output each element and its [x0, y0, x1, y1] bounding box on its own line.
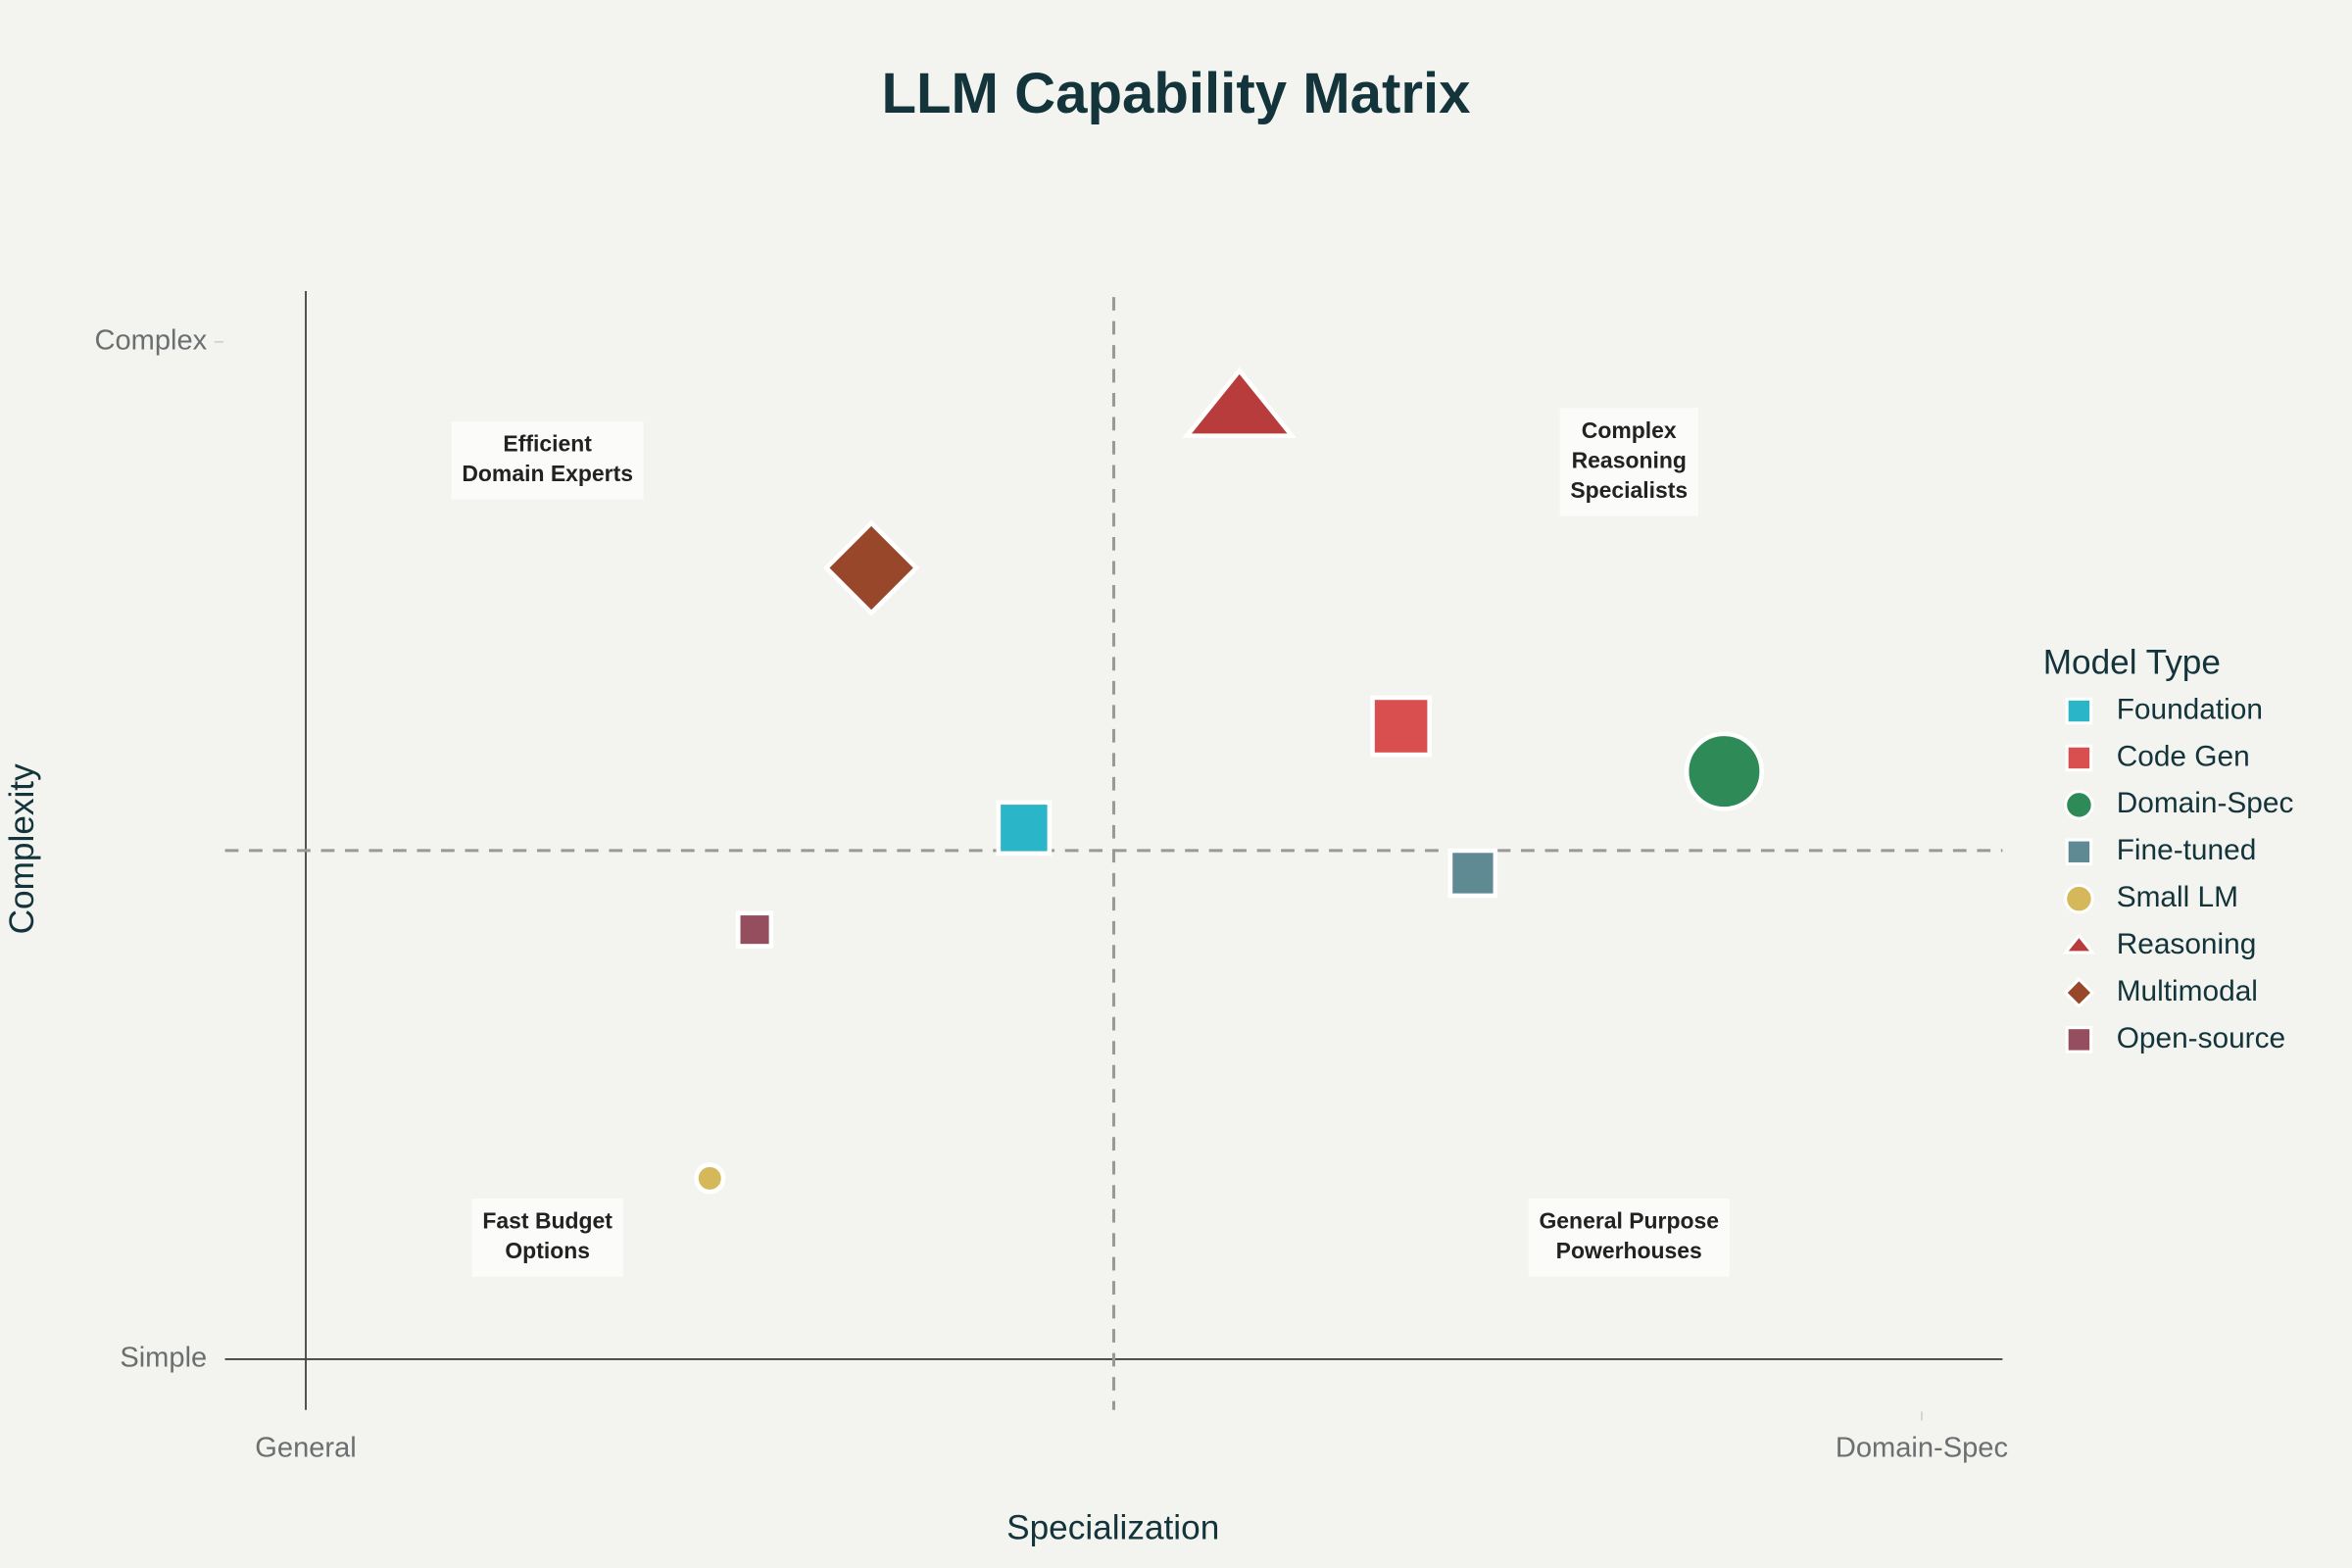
data-point [735, 910, 774, 949]
legend-label: Reasoning [2117, 928, 2257, 960]
legend-label: Code Gen [2117, 740, 2250, 772]
annotation-line: Complex [1582, 417, 1677, 443]
annotation: Fast Budget Options [471, 1198, 623, 1277]
annotation-box [1559, 408, 1698, 516]
legend-symbol [2065, 697, 2093, 725]
annotation-box [471, 1198, 623, 1277]
annotation: General Purpose Powerhouses [1528, 1198, 1730, 1277]
annotation-text: Complex Reasoning Specialists [1570, 417, 1688, 503]
data-point [1182, 367, 1298, 438]
legend-symbol [2064, 790, 2094, 820]
chart-title: LLM Capability Matrix [881, 62, 1470, 125]
annotation: Efficient Domain Experts [451, 421, 644, 500]
legend-symbol [2062, 933, 2096, 955]
x-tick-label: General [255, 1432, 356, 1463]
annotation-line: Reasoning [1572, 448, 1687, 473]
legend-title: Model Type [2043, 643, 2221, 681]
data-point [822, 519, 920, 616]
legend-symbol [2065, 1026, 2093, 1054]
annotation-line: Domain Experts [462, 461, 633, 486]
annotation-line: Efficient [503, 431, 592, 457]
annotation-text: Fast Budget Options [482, 1208, 612, 1264]
annotation-line: Fast Budget [482, 1208, 612, 1234]
data-point [1684, 731, 1764, 811]
annotation-line: Options [505, 1238, 590, 1263]
legend-label: Multimodal [2117, 975, 2258, 1007]
data-point [996, 800, 1053, 857]
legend-symbol [2065, 838, 2093, 866]
annotation-box [451, 421, 644, 500]
annotation-line: General Purpose [1539, 1208, 1719, 1234]
legend-symbol [2063, 977, 2095, 1008]
legend-label: Small LM [2117, 881, 2238, 913]
annotation-text: General Purpose Powerhouses [1539, 1208, 1719, 1264]
legend-label: Foundation [2117, 693, 2263, 725]
x-tick-label: Domain-Spec [1836, 1432, 2008, 1463]
legend-label: Open-source [2117, 1022, 2285, 1054]
legend-label: Fine-tuned [2117, 834, 2257, 866]
y-tick-label: Complex [94, 325, 207, 357]
annotation-text: Efficient Domain Experts [462, 431, 633, 487]
data-point [1370, 695, 1432, 758]
x-axis-title: Specialization [1006, 1509, 1219, 1547]
data-point [694, 1162, 726, 1195]
annotation-line: Specialists [1570, 477, 1688, 503]
y-axis-title: Complexity [3, 763, 41, 934]
annotation-box [1528, 1198, 1730, 1277]
legend-symbol [2065, 744, 2093, 772]
annotation: Complex Reasoning Specialists [1559, 408, 1698, 516]
legend-symbol [2064, 883, 2094, 914]
data-point [1447, 848, 1498, 899]
y-tick-label: Simple [120, 1343, 207, 1374]
annotation-line: Powerhouses [1556, 1238, 1702, 1263]
legend-label: Domain-Spec [2117, 787, 2294, 819]
